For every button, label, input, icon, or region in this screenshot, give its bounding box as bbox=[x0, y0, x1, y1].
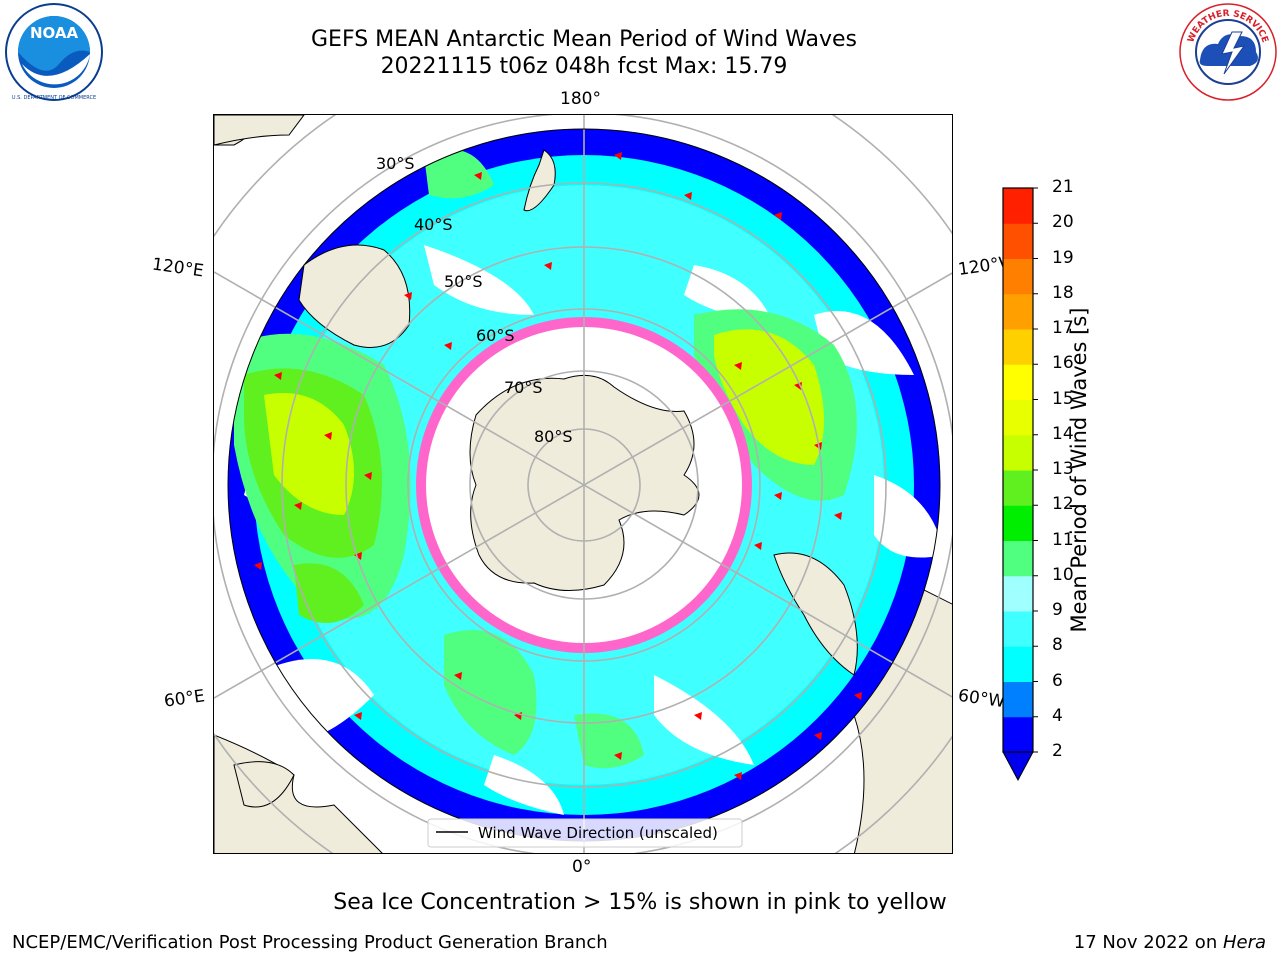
colorbar-segment bbox=[1003, 470, 1033, 506]
colorbar-tick-label: 6 bbox=[1052, 670, 1063, 691]
colorbar-segment bbox=[1003, 646, 1033, 682]
colorbar-tick-label: 10 bbox=[1052, 564, 1074, 585]
colorbar-segment bbox=[1003, 575, 1033, 612]
colorbar-segment bbox=[1003, 434, 1033, 471]
lon-label-180: 180° bbox=[560, 89, 601, 109]
graticule bbox=[214, 115, 952, 853]
credit-date-text: 17 Nov 2022 on bbox=[1073, 932, 1223, 953]
colorbar-tick-label: 8 bbox=[1052, 635, 1063, 656]
colorbar-tick-label: 11 bbox=[1052, 529, 1074, 550]
colorbar-tick-label: 16 bbox=[1052, 353, 1074, 374]
latitude-labels: 30°S 40°S 50°S 60°S 70°S 80°S bbox=[376, 154, 573, 446]
lon-label-60w: 60°W bbox=[956, 685, 1007, 713]
colorbar-tick-label: 2 bbox=[1052, 741, 1063, 761]
svg-text:NOAA: NOAA bbox=[30, 24, 79, 42]
legend-label: Wind Wave Direction (unscaled) bbox=[478, 824, 718, 842]
lat-label: 60°S bbox=[476, 326, 515, 345]
map-subtitle: 20221115 t06z 048h fcst Max: 15.79 bbox=[380, 54, 788, 79]
polar-map: 30°S 40°S 50°S 60°S 70°S 80°S Wind Wave … bbox=[214, 115, 952, 853]
wave-direction-arrows bbox=[254, 152, 862, 780]
colorbar-label-anchor: Mean Period of Wind Waves [s] bbox=[1067, 308, 1119, 633]
colorbar-tick-label: 19 bbox=[1052, 247, 1074, 268]
colorbar-tick-label: 14 bbox=[1052, 423, 1074, 444]
svg-text:U.S. DEPARTMENT OF COMMERCE: U.S. DEPARTMENT OF COMMERCE bbox=[12, 95, 96, 101]
map-panel: 30°S 40°S 50°S 60°S 70°S 80°S Wind Wave … bbox=[213, 114, 953, 854]
colorbar-segment bbox=[1003, 188, 1033, 224]
colorbar-tick-label: 12 bbox=[1052, 494, 1074, 515]
lat-label: 70°S bbox=[504, 378, 543, 397]
colorbar-segment bbox=[1003, 540, 1033, 577]
colorbar-ticks bbox=[1033, 187, 1038, 753]
lat-label: 50°S bbox=[444, 272, 483, 291]
colorbar-tick-label: 15 bbox=[1052, 388, 1074, 409]
credit-host: Hera bbox=[1222, 932, 1266, 953]
land-masses bbox=[233, 149, 858, 808]
colorbar-segments bbox=[1003, 188, 1033, 753]
map-title: GEFS MEAN Antarctic Mean Period of Wind … bbox=[311, 27, 857, 52]
colorbar-label: Mean Period of Wind Waves [s] bbox=[1067, 307, 1091, 633]
colorbar-tick-label: 17 bbox=[1052, 318, 1074, 338]
colorbar-segment bbox=[1003, 329, 1033, 365]
nws-logo-icon: WEATHER SERVICE bbox=[1179, 3, 1277, 101]
lat-label: 40°S bbox=[414, 215, 453, 234]
colorbar-tick-label: 20 bbox=[1052, 212, 1074, 233]
colorbar-segment bbox=[1003, 505, 1033, 541]
lon-label-60e: 60°E bbox=[162, 686, 207, 712]
lon-label-120e: 120°E bbox=[150, 254, 205, 282]
colorbar-segment bbox=[1003, 399, 1033, 436]
noaa-logo-icon: NOAA U.S. DEPARTMENT OF COMMERCE bbox=[5, 3, 103, 101]
colorbar-tick-label: 9 bbox=[1052, 600, 1063, 620]
colorbar-tick-label: 13 bbox=[1052, 459, 1074, 479]
wave-field bbox=[228, 129, 940, 841]
colorbar-segment bbox=[1003, 293, 1033, 330]
colorbar-segment bbox=[1003, 716, 1033, 753]
colorbar-tick-label: 21 bbox=[1052, 177, 1074, 197]
lon-label-0: 0° bbox=[572, 857, 592, 877]
colorbar-tick-label: 18 bbox=[1052, 282, 1074, 303]
lat-label: 80°S bbox=[534, 427, 573, 446]
colorbar-segment bbox=[1003, 223, 1033, 259]
colorbar-tick-labels: 2 4 6 8 9 10 11 12 13 14 15 16 17 18 19 20 21 bbox=[1040, 177, 1100, 786]
map-legend: Wind Wave Direction (unscaled) bbox=[427, 818, 743, 848]
colorbar bbox=[1002, 187, 1038, 782]
colorbar-segment bbox=[1003, 258, 1033, 295]
colorbar-segment bbox=[1003, 364, 1033, 400]
sea-ice-footnote: Sea Ice Concentration > 15% is shown in … bbox=[333, 890, 947, 915]
lat-label: 30°S bbox=[376, 154, 415, 173]
colorbar-tick-label: 4 bbox=[1052, 705, 1063, 726]
colorbar-under-arrow bbox=[1002, 751, 1034, 782]
credit-branch: NCEP/EMC/Verification Post Processing Pr… bbox=[12, 932, 608, 953]
credit-date: 17 Nov 2022 on Hera bbox=[1074, 932, 1266, 953]
colorbar-segment bbox=[1003, 681, 1033, 718]
colorbar-segment bbox=[1003, 611, 1033, 647]
